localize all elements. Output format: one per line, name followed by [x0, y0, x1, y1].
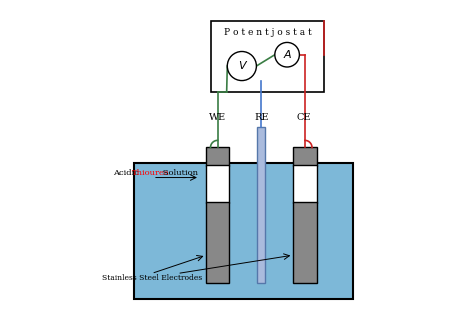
- FancyBboxPatch shape: [206, 202, 229, 283]
- Text: CE: CE: [296, 113, 310, 122]
- FancyBboxPatch shape: [293, 202, 317, 283]
- FancyBboxPatch shape: [206, 147, 229, 166]
- FancyBboxPatch shape: [134, 163, 353, 299]
- Text: RE: RE: [254, 113, 268, 122]
- FancyBboxPatch shape: [257, 127, 265, 283]
- FancyBboxPatch shape: [211, 21, 324, 92]
- FancyBboxPatch shape: [293, 165, 317, 203]
- Text: Thiourea: Thiourea: [132, 169, 170, 177]
- Text: P o t e n t j o s t a t: P o t e n t j o s t a t: [224, 28, 311, 37]
- Text: Stainless Steel Electrodes: Stainless Steel Electrodes: [102, 274, 202, 282]
- Text: Acidic: Acidic: [112, 169, 141, 177]
- FancyBboxPatch shape: [206, 165, 229, 203]
- Text: V: V: [238, 61, 246, 71]
- Circle shape: [228, 52, 256, 81]
- Text: WE: WE: [209, 113, 226, 122]
- Circle shape: [275, 42, 300, 67]
- Text: A: A: [283, 50, 291, 60]
- Text: Solution: Solution: [160, 169, 199, 177]
- FancyBboxPatch shape: [293, 147, 317, 166]
